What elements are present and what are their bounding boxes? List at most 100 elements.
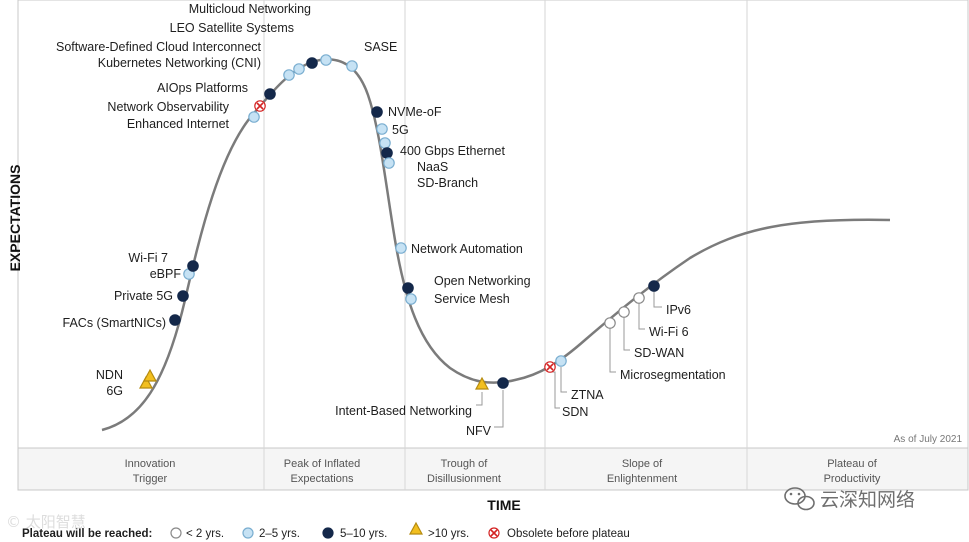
tech-label: Intent-Based Networking — [335, 404, 472, 418]
light-blue-circle-marker — [346, 60, 358, 72]
plot-frame — [17, 0, 969, 449]
tech-label: Microsegmentation — [620, 368, 726, 382]
tech-label: Wi-Fi 7 — [128, 251, 168, 265]
dark-blue-circle-marker — [381, 147, 393, 159]
tech-label: SDN — [562, 405, 588, 419]
tech-label: SD-Branch — [417, 176, 478, 190]
light-blue-circle-marker — [395, 242, 407, 254]
tech-label: NaaS — [417, 160, 448, 174]
tech-label: Software-Defined Cloud Interconnect — [56, 40, 262, 54]
tech-label: Multicloud Networking — [189, 2, 311, 16]
legend-label: >10 yrs. — [428, 528, 469, 540]
dark-blue-circle-marker — [306, 57, 318, 69]
phase-label: Trough of — [441, 458, 489, 470]
leader-line — [623, 312, 630, 351]
tech-label: Network Observability — [107, 100, 229, 114]
dark-blue-circle-marker — [264, 88, 276, 100]
technology-markers — [138, 54, 660, 390]
phase-label: Trigger — [133, 473, 168, 485]
tech-label: Network Automation — [411, 242, 523, 256]
light-blue-circle-marker — [555, 355, 567, 367]
legend-yellow-triangle-icon — [408, 521, 424, 535]
as-of-note: As of July 2021 — [894, 434, 963, 445]
tech-label: Open Networking — [434, 274, 531, 288]
tech-label: LEO Satellite Systems — [170, 21, 294, 35]
dark-blue-circle-marker — [177, 290, 189, 302]
tech-label: eBPF — [150, 267, 182, 281]
white-circle-marker — [633, 292, 645, 304]
tech-label: 400 Gbps Ethernet — [400, 144, 505, 158]
dark-blue-circle-marker — [648, 280, 660, 292]
leader-line — [638, 303, 645, 330]
tech-label: SASE — [364, 40, 397, 54]
tech-label: SD-WAN — [634, 346, 684, 360]
phase-label: Slope of — [622, 458, 663, 470]
white-circle-marker — [604, 317, 616, 329]
tech-label: NDN — [96, 368, 123, 382]
phase-label: Disillusionment — [427, 473, 501, 485]
legend-label: 2–5 yrs. — [259, 528, 300, 540]
watermark-left-text: © 太阳智慧 — [6, 513, 86, 531]
tech-label: IPv6 — [666, 303, 691, 317]
legend-red-x-circle-icon — [488, 527, 500, 539]
phase-labels: Innovation Trigger Peak of Inflated Expe… — [125, 458, 881, 485]
phase-label: Peak of Inflated — [284, 458, 360, 470]
legend: Plateau will be reached: < 2 yrs. 2–5 yr… — [22, 521, 630, 540]
phase-label: Innovation — [125, 458, 176, 470]
phase-label: Enlightenment — [607, 473, 677, 485]
yellow-triangle-marker — [138, 375, 154, 389]
red-x-circle-marker — [254, 100, 266, 112]
wechat-icon — [784, 487, 815, 511]
tech-label: Enhanced Internet — [127, 117, 230, 131]
tech-label: ZTNA — [571, 388, 604, 402]
legend-title: Plateau will be reached: — [22, 528, 152, 540]
white-circle-marker — [618, 306, 630, 318]
light-blue-circle-marker — [248, 111, 260, 123]
light-blue-circle-marker — [405, 293, 417, 305]
tech-label: Service Mesh — [434, 292, 510, 306]
legend-label: < 2 yrs. — [186, 528, 224, 540]
tech-label: NVMe-oF — [388, 105, 442, 119]
watermark-text: 云深知网络 — [820, 489, 915, 511]
legend-label: 5–10 yrs. — [340, 528, 387, 540]
tech-label: AIOps Platforms — [157, 81, 248, 95]
tech-label: Private 5G — [114, 289, 173, 303]
leader-line — [653, 291, 662, 308]
leader-line — [609, 323, 616, 373]
light-blue-circle-marker — [293, 63, 305, 75]
light-blue-circle-marker — [283, 69, 295, 81]
leader-line — [560, 367, 567, 393]
tech-label: 6G — [106, 384, 123, 398]
y-axis-title: EXPECTATIONS — [7, 165, 23, 272]
leader-line — [476, 392, 483, 406]
phase-label: Expectations — [291, 473, 354, 485]
dark-blue-circle-marker — [497, 377, 509, 389]
light-blue-circle-marker — [379, 137, 391, 149]
tech-label: Wi-Fi 6 — [649, 325, 689, 339]
dark-blue-circle-marker — [187, 260, 199, 272]
yellow-triangle-marker — [474, 376, 490, 390]
legend-light-blue-circle-icon — [242, 527, 254, 539]
phase-label: Productivity — [824, 473, 881, 485]
tech-label: Kubernetes Networking (CNI) — [98, 56, 261, 70]
light-blue-circle-marker — [320, 54, 332, 66]
legend-label: Obsolete before plateau — [507, 528, 630, 540]
dark-blue-circle-marker — [371, 106, 383, 118]
phase-band — [17, 447, 969, 491]
legend-white-circle-icon — [170, 527, 182, 539]
dark-blue-circle-marker — [169, 314, 181, 326]
watermark-right: 云深知网络 — [784, 487, 915, 511]
light-blue-circle-marker — [383, 157, 395, 169]
tech-label: NFV — [466, 424, 492, 438]
legend-dark-blue-circle-icon — [322, 527, 334, 539]
red-x-circle-marker — [544, 361, 556, 373]
phase-label: Plateau of — [827, 458, 877, 470]
dark-blue-circle-marker — [402, 282, 414, 294]
light-blue-circle-marker — [376, 123, 388, 135]
technology-labels: 6G NDN FACs (SmartNICs) Private 5G eBPF … — [56, 2, 726, 438]
tech-label: 5G — [392, 123, 409, 137]
x-axis-title: TIME — [487, 497, 520, 513]
leader-line — [494, 390, 504, 428]
tech-label: FACs (SmartNICs) — [63, 316, 166, 330]
